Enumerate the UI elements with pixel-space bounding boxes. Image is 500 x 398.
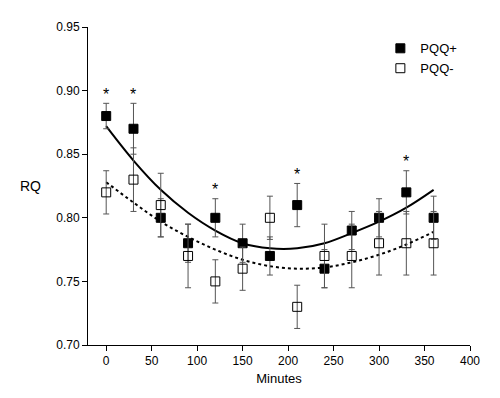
svg-text:250: 250 (324, 354, 344, 368)
svg-text:*: * (212, 181, 218, 198)
svg-text:PQQ-: PQQ- (420, 61, 453, 76)
svg-text:0.85: 0.85 (56, 147, 80, 161)
svg-text:100: 100 (187, 354, 207, 368)
svg-text:PQQ+: PQQ+ (420, 41, 457, 56)
svg-text:0: 0 (103, 354, 110, 368)
svg-text:0.75: 0.75 (56, 275, 80, 289)
svg-text:Minutes: Minutes (256, 371, 302, 386)
svg-text:200: 200 (278, 354, 298, 368)
svg-text:150: 150 (233, 354, 253, 368)
svg-text:*: * (403, 153, 409, 170)
svg-text:0.80: 0.80 (56, 211, 80, 225)
svg-text:0.90: 0.90 (56, 84, 80, 98)
svg-text:0.70: 0.70 (56, 338, 80, 352)
svg-text:RQ: RQ (20, 178, 41, 194)
svg-text:*: * (103, 86, 109, 103)
svg-text:350: 350 (415, 354, 435, 368)
svg-text:50: 50 (145, 354, 159, 368)
svg-text:*: * (130, 86, 136, 103)
svg-text:400: 400 (460, 354, 480, 368)
svg-text:*: * (294, 166, 300, 183)
svg-text:0.95: 0.95 (56, 20, 80, 34)
svg-text:300: 300 (369, 354, 389, 368)
